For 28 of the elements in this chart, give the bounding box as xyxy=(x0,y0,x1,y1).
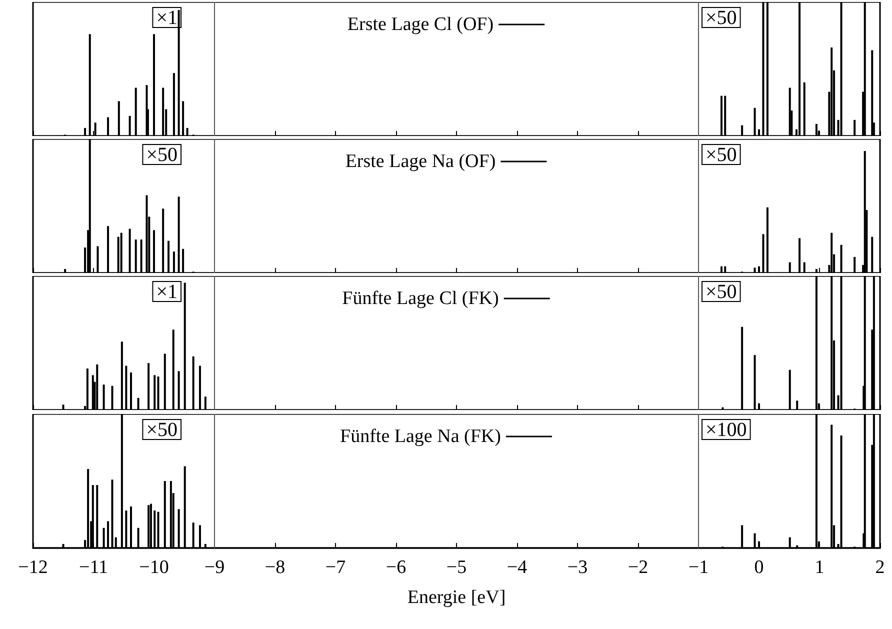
annotation: ×1 xyxy=(156,281,178,303)
annotation: ×1 xyxy=(156,7,178,29)
x-tick-label: 1 xyxy=(814,557,824,578)
x-tick-label: −10 xyxy=(139,557,169,578)
legend-label: Erste Lage Na (OF) xyxy=(345,151,496,172)
x-tick-label: −7 xyxy=(325,557,346,578)
annotation: ×100 xyxy=(706,419,747,441)
x-tick-label: −12 xyxy=(18,557,48,578)
x-tick-label: −8 xyxy=(264,557,286,578)
x-tick-label: 2 xyxy=(875,557,885,578)
legend-label: Erste Lage Cl (OF) xyxy=(347,14,494,35)
annotation: ×50 xyxy=(146,144,178,166)
annotation: ×50 xyxy=(706,281,737,303)
x-tick-label: −9 xyxy=(204,557,225,578)
x-tick-label: −4 xyxy=(506,557,528,578)
x-tick-label: −1 xyxy=(688,557,709,578)
annotation: ×50 xyxy=(706,144,737,166)
x-tick-label: −11 xyxy=(78,557,108,578)
legend-label: Fünfte Lage Na (FK) xyxy=(340,426,501,447)
annotation: ×50 xyxy=(146,419,178,441)
x-tick-label: −6 xyxy=(386,557,406,578)
legend-label: Fünfte Lage Cl (FK) xyxy=(342,288,499,309)
x-tick-label: −3 xyxy=(567,557,588,578)
x-tick-label: −5 xyxy=(446,557,467,578)
annotation: ×50 xyxy=(706,7,737,29)
x-tick-label: −2 xyxy=(628,557,648,578)
x-tick-label: 0 xyxy=(754,557,764,578)
x-axis-title: Energie [eV] xyxy=(407,587,506,608)
